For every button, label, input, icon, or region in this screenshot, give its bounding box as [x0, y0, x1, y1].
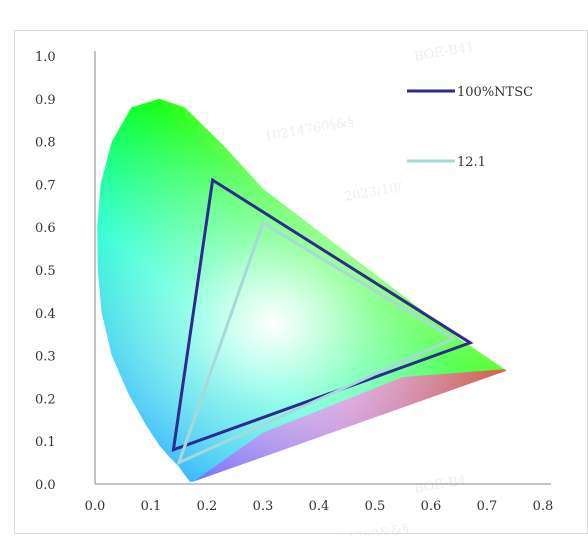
- legend: 100%NTSC 12.1: [407, 85, 533, 170]
- x-tick-label: 0.8: [533, 499, 554, 514]
- y-tick-label: 0.7: [35, 178, 56, 193]
- y-tick-label: 0.5: [35, 264, 56, 279]
- legend-label: 12.1: [457, 155, 486, 170]
- x-tick-label: 0.0: [85, 499, 106, 514]
- x-axis-ticks: 0.0 0.1 0.2 0.3 0.4 0.5 0.6 0.7 0.8: [85, 499, 554, 514]
- watermark-text: 10214760&&§: [313, 522, 410, 535]
- gamut-triangle-panel: [176, 220, 457, 466]
- x-tick-label: 0.5: [365, 499, 386, 514]
- cie-chromaticity-chart: BOE-B41 10214760§&§ 2023/10/BOE-B4 10214760…: [35, 40, 554, 546]
- y-tick-label: 0.3: [35, 350, 56, 365]
- axes: [94, 51, 551, 485]
- gamut-triangles: [171, 177, 474, 466]
- y-tick-label: 0.1: [35, 435, 56, 450]
- legend-label: 100%NTSC: [457, 85, 533, 100]
- y-tick-label: 0.8: [35, 136, 56, 151]
- y-tick-label: 0.9: [35, 93, 56, 108]
- watermark-text: 2023/10/: [343, 180, 404, 205]
- y-tick-label: 1.0: [35, 50, 56, 65]
- x-tick-label: 0.1: [141, 499, 162, 514]
- y-tick-label: 0.4: [35, 307, 56, 322]
- chart-frame: BOE-B41 10214760§&§ 2023/10/BOE-B4 10214760…: [14, 30, 588, 546]
- y-axis-ticks: 0.0 0.1 0.2 0.3 0.4 0.5 0.6 0.7 0.8 0.9 1.0: [35, 50, 56, 493]
- x-tick-label: 0.6: [421, 499, 442, 514]
- x-tick-label: 0.3: [253, 499, 274, 514]
- watermark-text: BOE-B4: [413, 473, 467, 497]
- x-tick-label: 0.2: [197, 499, 218, 514]
- y-tick-label: 0.0: [35, 478, 56, 493]
- watermark-text: 10214760§&§: [263, 114, 355, 145]
- watermark-text: BOE-B41: [413, 40, 475, 65]
- y-tick-label: 0.2: [35, 392, 56, 407]
- gamut-triangle-ntsc: [171, 177, 474, 453]
- spectral-locus: [97, 98, 507, 482]
- x-tick-label: 0.7: [477, 499, 498, 514]
- y-tick-label: 0.6: [35, 221, 56, 236]
- x-tick-label: 0.4: [309, 499, 330, 514]
